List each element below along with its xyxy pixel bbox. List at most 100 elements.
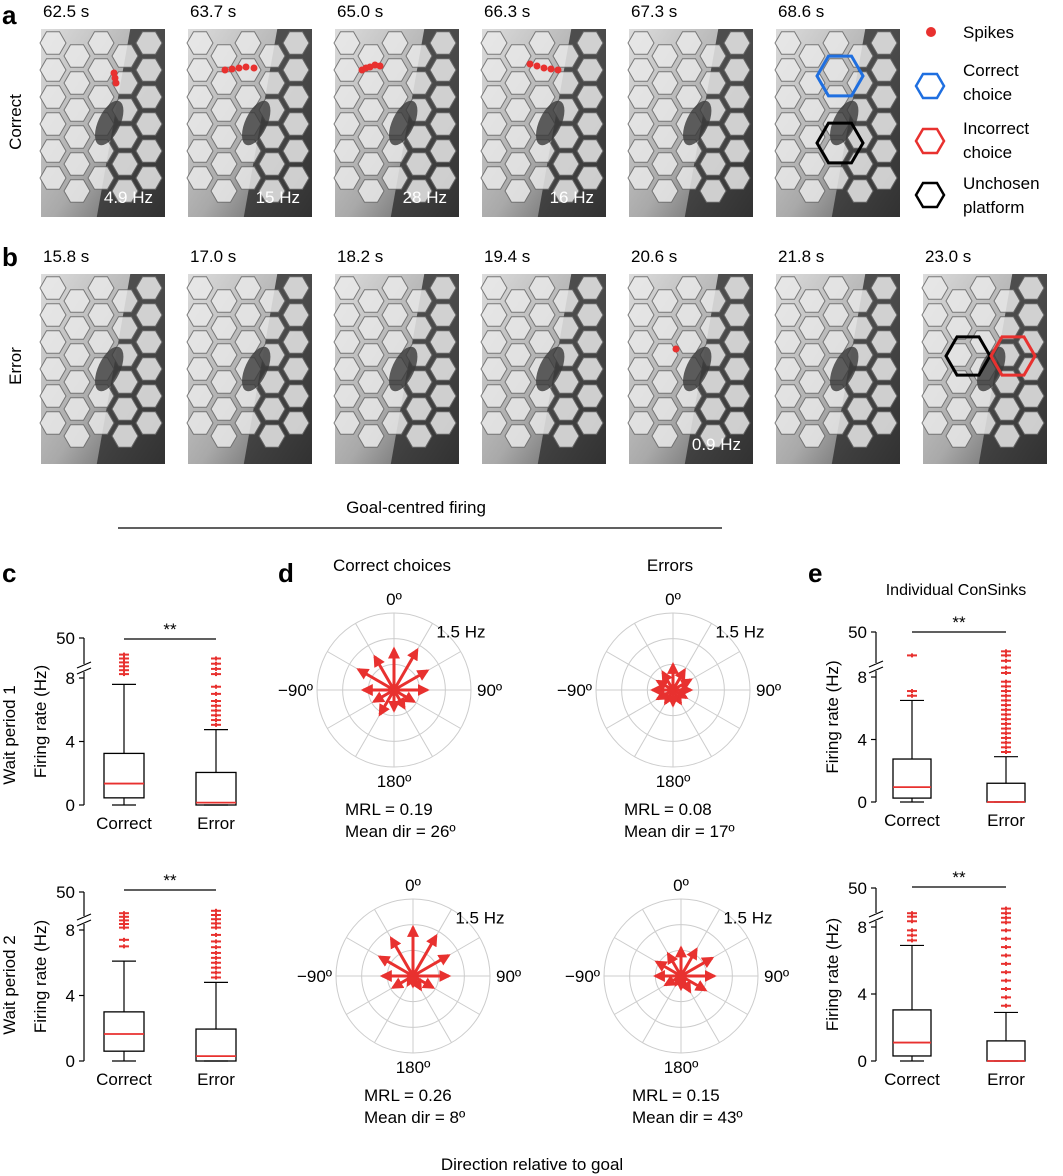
unchosen-platform-hex (944, 335, 992, 377)
platform-hex (186, 166, 214, 190)
x-category-label: Error (987, 1070, 1025, 1089)
polar-grid-spoke (642, 975, 682, 1043)
panel-label-b: b (2, 242, 18, 272)
platform-hex (993, 316, 1021, 340)
platform-hex (39, 58, 67, 82)
rat-body (829, 346, 859, 392)
platform-hex (186, 303, 214, 327)
y-axis-label: Firing rate (Hz) (31, 920, 50, 1033)
platform-hex (333, 276, 361, 300)
platform-hex (333, 112, 361, 136)
platform-hex (429, 112, 457, 136)
axis-break-mark (76, 667, 92, 675)
y-tick-label: 8 (858, 918, 867, 937)
platform-hex (63, 152, 91, 176)
platform-hex (699, 152, 727, 176)
platform-hex (576, 303, 604, 327)
platform-hex (333, 166, 361, 190)
platform-hex (576, 411, 604, 435)
platform-hex (357, 125, 385, 149)
axis-break-mark (76, 919, 92, 927)
platform-hex (282, 112, 310, 136)
platform-hex (210, 179, 238, 203)
platform-hex (723, 31, 751, 55)
platform-hex (699, 71, 727, 95)
platform-hex (429, 357, 457, 381)
mean-dir-label: Mean dir = 26º (345, 822, 456, 841)
platform-hex (405, 179, 433, 203)
axis-break-mark (868, 660, 884, 668)
y-axis-label: Firing rate (Hz) (823, 918, 842, 1031)
platform-hex (552, 316, 580, 340)
panel-label-c: c (2, 558, 16, 588)
platform-hex (135, 31, 163, 55)
platform-hex (333, 384, 361, 408)
platform-hex (210, 343, 238, 367)
rat-body (976, 346, 1006, 392)
row-a-video-frames: 62.5 s 4.9 Hz 63.7 s 15 Hz 65.0 s 28 Hz 66.3 s… (39, 2, 900, 217)
platform-hex (87, 166, 115, 190)
polar-plot-errors-wp1: 0º 90º −90º 180º 1.5 Hz MRL = 0.08 Mean dir = … (557, 590, 781, 841)
angle-label-top: 0º (665, 590, 681, 609)
firing-arrow (654, 960, 682, 978)
spike-dot (540, 64, 548, 72)
angle-label-left: −90º (278, 681, 313, 700)
platform-hex (627, 411, 655, 435)
platform-hex (846, 424, 874, 448)
mrl-label: MRL = 0.26 (364, 1086, 452, 1105)
platform-hex (651, 343, 679, 367)
platform-hex (111, 152, 139, 176)
angle-label-top: 0º (405, 876, 421, 895)
rat-body (94, 100, 124, 146)
platform-hex (993, 424, 1021, 448)
platform-hex (576, 139, 604, 163)
frame-time: 20.6 s (631, 247, 677, 266)
y-axis-label: Firing rate (Hz) (823, 660, 842, 773)
platform-hex (480, 411, 508, 435)
platform-hex (357, 397, 385, 421)
platform-hex (480, 112, 508, 136)
correct-choice-hex-icon (914, 72, 946, 100)
platform-hex (234, 411, 262, 435)
platform-hex (135, 411, 163, 435)
platform-hex (381, 58, 409, 82)
platform-hex (870, 139, 898, 163)
platform-hex (405, 316, 433, 340)
platform-hex (405, 71, 433, 95)
platform-hex (822, 276, 850, 300)
platform-hex (798, 179, 826, 203)
platform-hex (723, 139, 751, 163)
platform-hex (282, 85, 310, 109)
y-axis-label: Firing rate (Hz) (31, 665, 50, 778)
platform-hex (576, 58, 604, 82)
platform-hex (822, 303, 850, 327)
frame-time: 68.6 s (778, 2, 824, 21)
mean-dir-label: Mean dir = 43º (632, 1108, 743, 1127)
platform-hex (357, 179, 385, 203)
platform-hex (480, 384, 508, 408)
spike-dot (228, 65, 236, 73)
platform-hex (627, 276, 655, 300)
y-tick-label: 50 (848, 879, 867, 898)
platform-hex (921, 357, 949, 381)
platform-hex (234, 276, 262, 300)
platform-hex (39, 330, 67, 354)
y-tick-label: 4 (66, 733, 75, 752)
platform-hex (210, 424, 238, 448)
platform-hex (480, 58, 508, 82)
spike-dot (554, 66, 562, 74)
video-frame (39, 274, 165, 464)
platform-hex (39, 112, 67, 136)
platform-hex (627, 112, 655, 136)
platform-hex (429, 166, 457, 190)
polar-scale-label: 1.5 Hz (436, 623, 485, 642)
platform-hex (282, 139, 310, 163)
polar-scale-label: 1.5 Hz (455, 909, 504, 928)
platform-hex (552, 289, 580, 313)
platform-hex (969, 411, 997, 435)
platform-hex (774, 112, 802, 136)
platform-hex (675, 166, 703, 190)
firing-arrow (392, 689, 406, 710)
platform-hex (921, 384, 949, 408)
platform-hex (993, 397, 1021, 421)
